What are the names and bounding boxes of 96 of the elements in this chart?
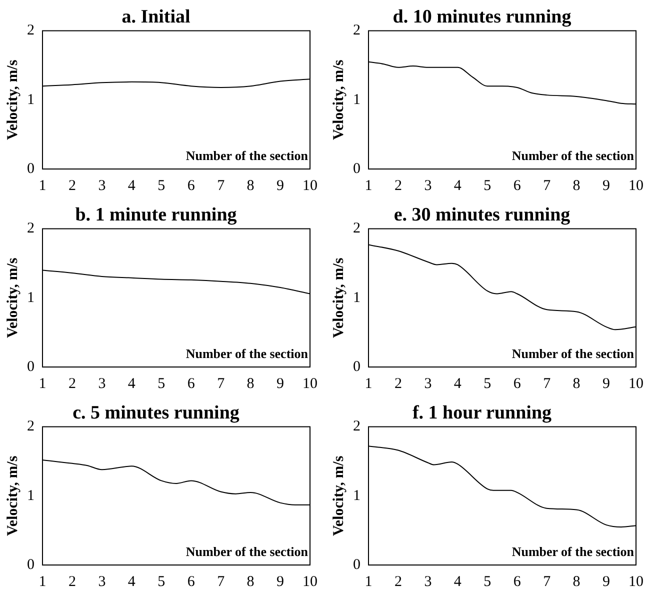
x-tick-label: 8 [246,376,254,392]
y-axis-title: Velocity, m/s [330,456,347,536]
x-tick-label: 8 [572,574,580,590]
x-axis-title: Number of the section [512,148,635,163]
x-tick-label: 1 [38,376,46,392]
x-tick-label: 1 [364,574,372,590]
y-tick-label: 2 [27,418,34,435]
x-tick-label: 10 [628,376,644,392]
x-axis-title: Number of the section [512,544,635,559]
chart-title: a. Initial [122,6,190,28]
y-tick-label: 2 [27,22,34,39]
y-tick-label: 2 [353,22,360,39]
x-tick-label: 1 [38,178,46,194]
x-tick-label: 9 [276,376,284,392]
x-tick-label: 5 [158,178,166,194]
x-tick-label: 8 [572,376,580,392]
x-tick-label: 3 [424,178,432,194]
y-axis-title: Velocity, m/s [330,60,347,140]
x-tick-label: 8 [246,574,254,590]
y-tick-label: 0 [27,358,34,375]
x-tick-label: 4 [128,178,136,194]
y-tick-label: 0 [27,556,34,573]
y-tick-label: 2 [27,220,34,237]
x-tick-label: 8 [572,178,580,194]
x-tick-label: 10 [302,376,318,392]
x-tick-label: 10 [302,178,318,194]
x-tick-label: 5 [158,376,166,392]
chart-title: c. 5 minutes running [72,402,240,424]
y-tick-label: 2 [353,220,360,237]
x-tick-label: 6 [187,376,196,392]
x-tick-label: 7 [217,376,226,392]
y-tick-label: 0 [27,160,34,177]
y-axis-title: Velocity, m/s [330,258,347,338]
x-tick-label: 7 [217,574,226,590]
x-tick-label: 2 [68,574,76,590]
x-tick-label: 4 [454,178,462,194]
x-tick-label: 2 [68,178,76,194]
y-tick-label: 1 [353,92,360,108]
x-axis-title: Number of the section [186,346,309,361]
y-axis-title: Velocity, m/s [4,456,21,536]
x-tick-label: 6 [513,574,522,590]
x-tick-label: 3 [98,376,106,392]
y-axis-title: Velocity, m/s [4,60,21,140]
chart-title: d. 10 minutes running [392,6,572,28]
x-axis-title: Number of the section [512,346,635,361]
chart-title: e. 30 minutes running [394,204,571,226]
chart-title: b. 1 minute running [75,204,238,226]
chart-title: f. 1 hour running [412,402,552,424]
x-tick-label: 5 [158,574,166,590]
y-tick-label: 0 [353,556,360,573]
y-tick-label: 0 [353,358,360,375]
x-axis-title: Number of the section [186,148,309,163]
x-tick-label: 10 [628,574,644,590]
y-tick-label: 0 [353,160,360,177]
x-tick-label: 10 [628,178,644,194]
x-tick-label: 6 [513,376,522,392]
x-tick-label: 4 [128,574,136,590]
x-tick-label: 9 [602,376,610,392]
x-tick-label: 9 [602,178,610,194]
y-tick-label: 1 [353,488,360,504]
x-tick-label: 3 [424,376,432,392]
x-tick-label: 5 [484,376,492,392]
x-tick-label: 7 [543,178,552,194]
x-tick-label: 9 [276,178,284,194]
x-tick-label: 1 [38,574,46,590]
x-tick-label: 2 [394,376,402,392]
x-tick-label: 7 [543,574,552,590]
x-tick-label: 10 [302,574,318,590]
x-tick-label: 2 [394,574,402,590]
y-tick-label: 1 [27,92,34,108]
x-tick-label: 3 [98,178,106,194]
x-tick-label: 5 [484,574,492,590]
x-tick-label: 1 [364,376,372,392]
y-tick-label: 1 [27,290,34,306]
x-tick-label: 5 [484,178,492,194]
x-tick-label: 4 [128,376,136,392]
y-axis-title: Velocity, m/s [4,258,21,338]
y-tick-label: 2 [353,418,360,435]
x-tick-label: 2 [394,178,402,194]
x-axis-title: Number of the section [186,544,309,559]
x-tick-label: 6 [187,178,196,194]
y-tick-label: 1 [353,290,360,306]
x-tick-label: 9 [602,574,610,590]
x-tick-label: 3 [424,574,432,590]
x-tick-label: 9 [276,574,284,590]
x-tick-label: 4 [454,376,462,392]
x-tick-label: 4 [454,574,462,590]
x-tick-label: 8 [246,178,254,194]
x-tick-label: 1 [364,178,372,194]
x-tick-label: 7 [543,376,552,392]
x-tick-label: 6 [513,178,522,194]
x-tick-label: 6 [187,574,196,590]
x-tick-label: 3 [98,574,106,590]
x-tick-label: 2 [68,376,76,392]
y-tick-label: 1 [27,488,34,504]
x-tick-label: 7 [217,178,226,194]
